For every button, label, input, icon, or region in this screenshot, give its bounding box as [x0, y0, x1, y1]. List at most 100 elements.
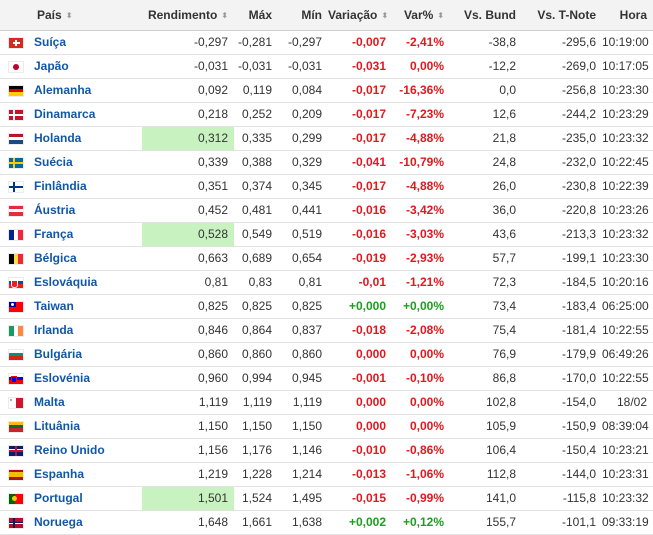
time-cell: 08:39:04	[602, 414, 653, 439]
vs-bund-cell: 105,9	[450, 414, 522, 439]
country-link[interactable]: Noruega	[32, 510, 142, 535]
low-cell: 1,150	[278, 414, 328, 439]
change-pct-cell: -4,88%	[392, 126, 450, 151]
table-row[interactable]: Lituânia 1,150 1,150 1,150 0,000 0,00% 105,9 -1…	[0, 414, 653, 439]
column-header-vs-bund[interactable]: Vs. Bund	[450, 0, 522, 31]
column-header-yield[interactable]: Rendimento ⬍	[142, 0, 234, 31]
vs-tnote-cell: -269,0	[522, 54, 602, 79]
high-cell: 0,689	[234, 246, 278, 271]
table-row[interactable]: Japão -0,031 -0,031 -0,031 -0,031 0,00% -12,2-…	[0, 54, 653, 79]
column-header-country[interactable]: País ⬍	[32, 0, 142, 31]
column-header-change-pct[interactable]: Var% ⬍	[392, 0, 450, 31]
high-cell: 0,335	[234, 126, 278, 151]
country-link[interactable]: Alemanha	[32, 78, 142, 103]
high-cell: 1,228	[234, 462, 278, 487]
column-header-low[interactable]: Mín	[278, 0, 328, 31]
table-row[interactable]: França 0,528 0,549 0,519 -0,016 -3,03% 43,6 -21…	[0, 222, 653, 247]
table-row[interactable]: Irlanda 0,846 0,864 0,837 -0,018 -2,08% 75,4 -1…	[0, 318, 653, 343]
yield-cell: 0,339	[142, 150, 234, 175]
country-link[interactable]: Dinamarca	[32, 102, 142, 127]
change-pct-cell: 0,00%	[392, 414, 450, 439]
yield-cell: 0,825	[142, 294, 234, 319]
vs-bund-cell: 75,4	[450, 318, 522, 343]
table-row[interactable]: Áustria 0,452 0,481 0,441 -0,016 -3,42% 36,0 -2…	[0, 198, 653, 223]
flag-cell	[0, 126, 32, 151]
yield-cell: 1,156	[142, 438, 234, 463]
table-row[interactable]: Holanda 0,312 0,335 0,299 -0,017 -4,88% 21,8 -2…	[0, 126, 653, 151]
table-row[interactable]: Eslováquia 0,81 0,83 0,81 -0,01 -1,21% 72,3 -18…	[0, 270, 653, 295]
table-row[interactable]: Dinamarca 0,218 0,252 0,209 -0,017 -7,23% 12,6…	[0, 102, 653, 127]
column-header-time[interactable]: Hora	[602, 0, 653, 31]
yield-cell: 0,81	[142, 270, 234, 295]
table-row[interactable]: Malta 1,119 1,119 1,119 0,000 0,00% 102,8 -154,…	[0, 390, 653, 415]
vs-tnote-cell: -101,1	[522, 510, 602, 535]
time-cell: 10:22:39	[602, 174, 653, 199]
change-pct-cell: -0,10%	[392, 366, 450, 391]
column-header-high[interactable]: Máx	[234, 0, 278, 31]
country-link[interactable]: Malta	[32, 390, 142, 415]
change-pct-cell: +0,12%	[392, 510, 450, 535]
table-row[interactable]: Portugal 1,501 1,524 1,495 -0,015 -0,99% 141,0…	[0, 486, 653, 511]
country-link[interactable]: Áustria	[32, 198, 142, 223]
change-cell: -0,016	[328, 198, 392, 223]
column-header-label: Variação	[328, 7, 378, 22]
table-row[interactable]: Finlândia 0,351 0,374 0,345 -0,017 -4,88% 26,0…	[0, 174, 653, 199]
table-row[interactable]: Bulgária 0,860 0,860 0,860 0,000 0,00% 76,9 -17…	[0, 342, 653, 367]
column-header-label: Máx	[248, 7, 272, 22]
table-row[interactable]: Noruega 1,648 1,661 1,638 +0,002 +0,12% 155,7-…	[0, 510, 653, 535]
high-cell: 0,119	[234, 78, 278, 103]
column-header-change[interactable]: Variação ⬍	[328, 0, 392, 31]
change-pct-cell: -2,93%	[392, 246, 450, 271]
table-row[interactable]: Alemanha 0,092 0,119 0,084 -0,017 -16,36% 0,0-…	[0, 78, 653, 103]
table-row[interactable]: Bélgica 0,663 0,689 0,654 -0,019 -2,93% 57,7 -1…	[0, 246, 653, 271]
sort-icon[interactable]: ⬍	[437, 11, 444, 21]
country-link[interactable]: Japão	[32, 54, 142, 79]
country-link[interactable]: Finlândia	[32, 174, 142, 199]
country-link[interactable]: Bélgica	[32, 246, 142, 271]
vs-tnote-cell: -295,6	[522, 30, 602, 55]
table-row[interactable]: Suíça -0,297 -0,281 -0,297 -0,007 -2,41% -38,8…	[0, 30, 653, 55]
country-link[interactable]: Suécia	[32, 150, 142, 175]
country-link[interactable]: França	[32, 222, 142, 247]
change-cell: 0,000	[328, 414, 392, 439]
time-cell: 10:23:32	[602, 126, 653, 151]
yield-cell: -0,031	[142, 54, 234, 79]
country-link[interactable]: Holanda	[32, 126, 142, 151]
flag-column-header	[0, 0, 32, 31]
table-row[interactable]: Reino Unido 1,156 1,176 1,146 -0,010 -0,86% 10…	[0, 438, 653, 463]
country-link[interactable]: Bulgária	[32, 342, 142, 367]
change-cell: -0,007	[328, 30, 392, 55]
vs-bund-cell: 106,4	[450, 438, 522, 463]
vs-tnote-cell: -235,0	[522, 126, 602, 151]
country-link[interactable]: Suíça	[32, 30, 142, 55]
country-link[interactable]: Reino Unido	[32, 438, 142, 463]
time-cell: 10:17:05	[602, 54, 653, 79]
sort-icon[interactable]: ⬍	[65, 11, 73, 21]
table-row[interactable]: Espanha 1,219 1,228 1,214 -0,013 -1,06% 112,8-…	[0, 462, 653, 487]
vs-bund-cell: 141,0	[450, 486, 522, 511]
country-link[interactable]: Portugal	[32, 486, 142, 511]
vs-tnote-cell: -199,1	[522, 246, 602, 271]
country-link[interactable]: Taiwan	[32, 294, 142, 319]
country-link[interactable]: Eslovénia	[32, 366, 142, 391]
country-link[interactable]: Irlanda	[32, 318, 142, 343]
yield-cell: 1,219	[142, 462, 234, 487]
flag-cell	[0, 390, 32, 415]
column-header-vs-tnote[interactable]: Vs. T-Note	[522, 0, 602, 31]
table-row[interactable]: Taiwan 0,825 0,825 0,825 +0,000 +0,00% 73,4 -18…	[0, 294, 653, 319]
table-row[interactable]: Eslovénia 0,960 0,994 0,945 -0,001 -0,10% 86,8…	[0, 366, 653, 391]
table-row[interactable]: Suécia 0,339 0,388 0,329 -0,041 -10,79% 24,8 -2…	[0, 150, 653, 175]
country-link[interactable]: Eslováquia	[32, 270, 142, 295]
time-cell: 10:23:32	[602, 222, 653, 247]
vs-bund-cell: 12,6	[450, 102, 522, 127]
high-cell: 1,150	[234, 414, 278, 439]
yield-cell: 1,119	[142, 390, 234, 415]
high-cell: -0,281	[234, 30, 278, 55]
country-link[interactable]: Lituânia	[32, 414, 142, 439]
sort-icon[interactable]: ⬍	[381, 11, 389, 21]
sort-icon[interactable]: ⬍	[221, 11, 228, 21]
low-cell: 0,345	[278, 174, 328, 199]
vs-bund-cell: 57,7	[450, 246, 522, 271]
flag-cell	[0, 510, 32, 535]
country-link[interactable]: Espanha	[32, 462, 142, 487]
